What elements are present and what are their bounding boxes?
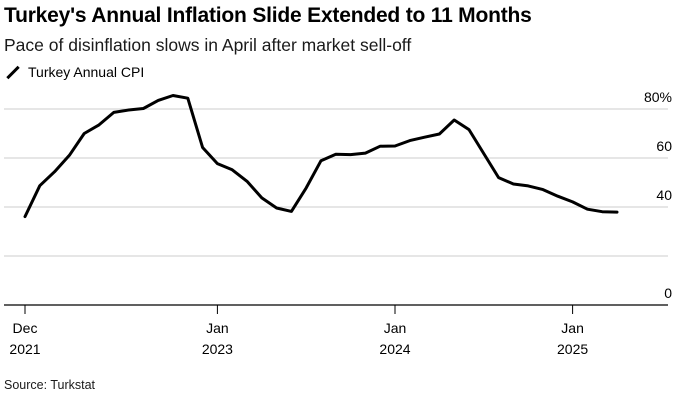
y-tick-label: 40 [656, 187, 672, 203]
legend-label: Turkey Annual CPI [28, 64, 145, 80]
gridlines [4, 108, 668, 306]
chart-subtitle: Pace of disinflation slows in April afte… [4, 35, 412, 55]
x-tick-label: Jan [206, 320, 229, 336]
x-tick-label: Dec [13, 320, 38, 336]
y-tick-label: 0 [664, 285, 672, 301]
y-axis: 0 40 60 80% [644, 89, 672, 301]
y-tick-label: 60 [656, 138, 672, 154]
x-tick-year-label: 2024 [379, 341, 410, 357]
series-layer [23, 94, 619, 219]
x-tick-label: Jan [561, 320, 584, 336]
x-tick-label: Jan [384, 320, 407, 336]
series-line-turkey-cpi [23, 94, 619, 219]
x-tick-year-label: 2025 [557, 341, 588, 357]
x-tick-year-label: 2021 [9, 341, 40, 357]
legend: Turkey Annual CPI [6, 62, 144, 82]
x-axis: Dec 2021 Jan 2023 Jan 2024 Jan 2025 [9, 305, 588, 357]
chart-title: Turkey's Annual Inflation Slide Extended… [4, 4, 532, 27]
x-tick-year-label: 2023 [202, 341, 233, 357]
source-note: Source: Turkstat [4, 378, 96, 392]
y-tick-label: 80% [644, 89, 672, 105]
